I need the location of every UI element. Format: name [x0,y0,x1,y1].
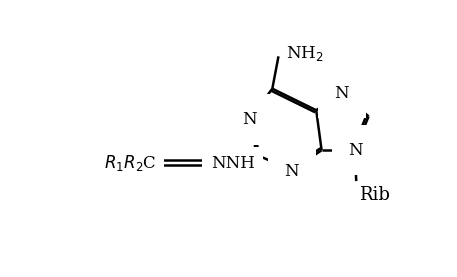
Text: N: N [335,85,349,102]
Text: NNH: NNH [211,155,255,172]
Text: $R_1R_2$C: $R_1R_2$C [103,153,156,173]
Text: Rib: Rib [359,186,390,204]
Text: N: N [348,142,363,159]
Text: N: N [242,111,256,128]
Text: N: N [284,163,299,180]
Text: NH$_2$: NH$_2$ [286,44,324,63]
